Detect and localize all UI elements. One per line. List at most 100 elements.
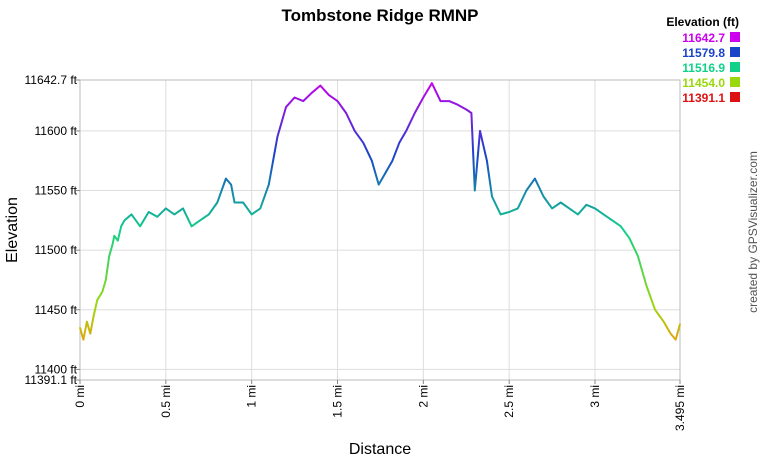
profile-point xyxy=(285,106,287,108)
profile-point xyxy=(384,171,387,174)
profile-point xyxy=(328,94,330,96)
profile-point xyxy=(431,82,433,84)
profile-point xyxy=(525,189,528,192)
profile-point xyxy=(233,201,236,204)
y-tick-label: 11500 ft xyxy=(35,243,78,257)
profile-point xyxy=(319,84,322,87)
x-tick-label: 0.5 mi xyxy=(159,385,173,418)
profile-point xyxy=(568,207,571,210)
profile-point xyxy=(147,211,150,213)
legend-entry-label: 11579.8 xyxy=(682,46,725,60)
legend-entry-label: 11642.7 xyxy=(682,31,725,45)
x-tick-labels: 0 mi 0.5 mi 1 mi 1.5 mi 2 mi 2.5 mi 3 mi 3.495 … xyxy=(73,380,687,431)
profile-point xyxy=(534,177,536,180)
profile-point xyxy=(637,255,639,257)
y-tick-label: 11600 ft xyxy=(35,124,78,138)
profile-point xyxy=(216,201,219,204)
profile-point xyxy=(422,96,425,99)
profile-point xyxy=(120,225,122,228)
y-tick-label: 11450 ft xyxy=(35,303,78,317)
profile-point xyxy=(101,291,104,293)
profile-point xyxy=(89,332,92,335)
profile-point xyxy=(345,112,347,114)
x-tick-label: 2.5 mi xyxy=(502,385,516,418)
profile-point xyxy=(336,100,339,102)
profile-point xyxy=(173,213,176,216)
profile-point xyxy=(405,130,408,132)
profile-point xyxy=(559,201,562,204)
profile-point xyxy=(465,108,468,111)
profile-point xyxy=(199,219,201,222)
profile-point xyxy=(439,100,442,102)
grid-lines xyxy=(79,79,681,381)
profile-point xyxy=(113,235,116,237)
plot-area xyxy=(80,80,680,380)
profile-point xyxy=(491,195,493,198)
y-tick-label: 11391.1 ft xyxy=(25,373,78,387)
profile-point xyxy=(225,177,227,180)
profile-point xyxy=(182,207,184,210)
profile-point xyxy=(190,225,193,228)
profile-point xyxy=(311,92,313,94)
profile-point xyxy=(353,130,356,132)
profile-point xyxy=(669,332,672,335)
profile-point xyxy=(474,189,476,192)
x-axis-label: Distance xyxy=(349,441,411,458)
elevation-profile-line xyxy=(79,82,681,341)
profile-point xyxy=(117,239,119,242)
profile-point xyxy=(628,237,631,239)
x-tick-label: 3 mi xyxy=(588,385,602,408)
profile-point xyxy=(542,195,545,198)
profile-point xyxy=(486,159,488,162)
y-tick-label: 11400 ft xyxy=(35,362,78,376)
profile-point xyxy=(79,326,81,329)
credit-text: created by GPSVisualizer.com xyxy=(746,151,760,313)
profile-point xyxy=(448,100,450,102)
plot-border xyxy=(79,79,681,381)
profile-point xyxy=(293,96,296,99)
profile-point xyxy=(165,207,167,210)
profile-point xyxy=(594,207,596,210)
legend-entry-label: 11516.9 xyxy=(682,61,725,75)
profile-point xyxy=(371,159,373,162)
profile-point xyxy=(602,213,605,216)
profile-point xyxy=(123,219,126,222)
profile-point xyxy=(679,323,681,325)
profile-point xyxy=(92,314,95,317)
legend-swatch xyxy=(730,32,740,42)
profile-point xyxy=(82,338,85,341)
profile-point xyxy=(276,136,279,138)
legend: Elevation (ft) 11642.711579.811516.911454… xyxy=(666,15,740,105)
profile-point xyxy=(130,213,133,216)
x-tick-label: 2 mi xyxy=(416,385,430,408)
profile-point xyxy=(230,183,232,186)
series-layer xyxy=(79,82,681,341)
profile-point xyxy=(259,207,262,210)
x-tick-label: 1 mi xyxy=(245,385,259,408)
legend-title: Elevation (ft) xyxy=(666,15,739,29)
profile-point xyxy=(551,207,553,210)
legend-entry-label: 11391.1 xyxy=(682,91,725,105)
legend-entry-label: 11454.0 xyxy=(682,76,725,90)
profile-point xyxy=(499,213,502,216)
profile-point xyxy=(108,255,110,257)
profile-point xyxy=(139,225,141,228)
profile-point xyxy=(105,279,107,281)
profile-point xyxy=(645,285,648,287)
chart-title: Tombstone Ridge RMNP xyxy=(281,6,478,25)
profile-point xyxy=(654,309,656,311)
y-tick-label: 11642.7 ft xyxy=(25,73,78,87)
profile-point xyxy=(508,211,511,213)
profile-point xyxy=(470,112,473,114)
profile-point xyxy=(111,243,114,245)
profile-point xyxy=(577,213,579,216)
legend-swatch xyxy=(730,92,740,102)
profile-point xyxy=(517,207,519,210)
profile-point xyxy=(662,320,665,323)
y-tick-label: 11550 ft xyxy=(35,184,78,198)
x-tick-label: 3.495 mi xyxy=(673,385,687,431)
profile-point xyxy=(674,338,677,341)
profile-point xyxy=(268,183,270,186)
